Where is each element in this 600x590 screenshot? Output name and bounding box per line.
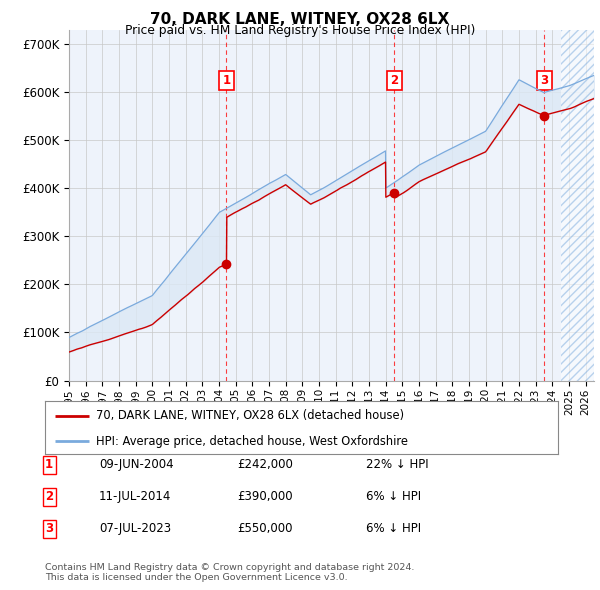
- Text: £390,000: £390,000: [237, 490, 293, 503]
- Text: 70, DARK LANE, WITNEY, OX28 6LX: 70, DARK LANE, WITNEY, OX28 6LX: [151, 12, 449, 27]
- Text: 07-JUL-2023: 07-JUL-2023: [99, 522, 171, 535]
- Bar: [560, 30, 594, 381]
- Bar: [560, 30, 594, 381]
- Text: 09-JUN-2004: 09-JUN-2004: [99, 458, 173, 471]
- Text: Price paid vs. HM Land Registry's House Price Index (HPI): Price paid vs. HM Land Registry's House …: [125, 24, 475, 37]
- Text: 3: 3: [45, 522, 53, 535]
- Text: 3: 3: [540, 74, 548, 87]
- Text: 6% ↓ HPI: 6% ↓ HPI: [366, 490, 421, 503]
- Text: HPI: Average price, detached house, West Oxfordshire: HPI: Average price, detached house, West…: [97, 434, 409, 448]
- Text: Contains HM Land Registry data © Crown copyright and database right 2024.: Contains HM Land Registry data © Crown c…: [45, 563, 415, 572]
- Text: 1: 1: [222, 74, 230, 87]
- Text: £242,000: £242,000: [237, 458, 293, 471]
- Text: 2: 2: [45, 490, 53, 503]
- Text: This data is licensed under the Open Government Licence v3.0.: This data is licensed under the Open Gov…: [45, 573, 347, 582]
- Text: 2: 2: [391, 74, 398, 87]
- Text: 6% ↓ HPI: 6% ↓ HPI: [366, 522, 421, 535]
- Text: 11-JUL-2014: 11-JUL-2014: [99, 490, 172, 503]
- Text: 1: 1: [45, 458, 53, 471]
- Text: 70, DARK LANE, WITNEY, OX28 6LX (detached house): 70, DARK LANE, WITNEY, OX28 6LX (detache…: [97, 409, 404, 422]
- Text: 22% ↓ HPI: 22% ↓ HPI: [366, 458, 428, 471]
- Text: £550,000: £550,000: [237, 522, 293, 535]
